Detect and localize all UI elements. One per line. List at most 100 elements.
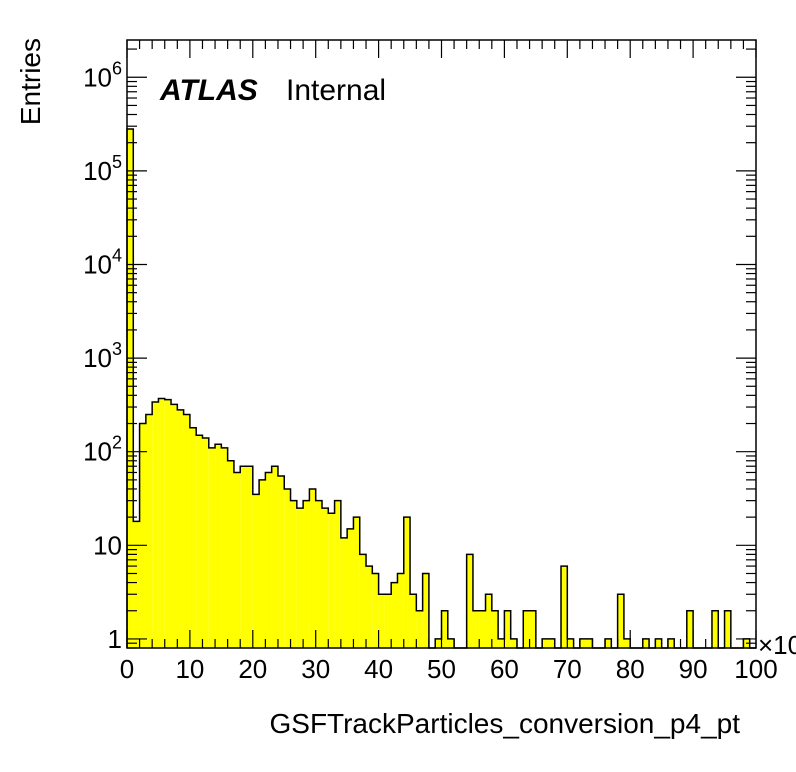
histogram-bar <box>686 610 694 648</box>
histogram-bar <box>284 488 291 648</box>
histogram-bar <box>416 610 423 648</box>
y-tick-label: 104 <box>83 245 122 279</box>
x-tick-label: 100 <box>734 654 777 684</box>
histogram-bar <box>567 638 574 648</box>
histogram-bar <box>133 521 140 648</box>
histogram-bar <box>605 638 612 648</box>
histogram-bar <box>221 447 228 648</box>
x-axis-multiplier: ×10 <box>758 630 796 660</box>
histogram-bar <box>403 517 411 648</box>
histogram-bar <box>667 638 675 648</box>
histogram-bar <box>372 573 379 648</box>
x-tick-label: 90 <box>679 654 708 684</box>
histogram-bar <box>366 566 373 648</box>
histogram-bar <box>296 508 304 648</box>
histogram-bar <box>422 573 429 648</box>
histogram-bar <box>152 401 159 648</box>
y-tick-label: 106 <box>83 58 122 92</box>
histogram-bar <box>485 594 492 648</box>
histogram-bar <box>347 528 354 648</box>
y-tick-label: 1 <box>108 624 122 654</box>
histogram-bar <box>290 500 297 648</box>
histogram-bar <box>202 438 209 648</box>
histogram-bar <box>529 610 536 648</box>
histogram-bar <box>655 638 662 648</box>
histogram-bar <box>441 610 448 648</box>
histogram-bar <box>139 423 146 648</box>
x-axis-title: GSFTrackParticles_conversion_p4_pt <box>269 708 740 739</box>
histogram-bar <box>334 500 341 648</box>
histogram-bar <box>504 610 511 648</box>
histogram-bar <box>196 435 203 648</box>
histogram-bar <box>252 494 260 648</box>
histogram-bar <box>265 472 272 648</box>
histogram-bar <box>623 638 631 648</box>
axis-ticks <box>126 40 757 649</box>
y-tick-labels: 1 10 102 103 104 105 106 <box>83 58 122 654</box>
histogram-bar <box>171 404 178 648</box>
histogram-bar <box>510 638 517 648</box>
histogram-bar <box>215 444 222 648</box>
y-tick-label: 102 <box>83 433 122 467</box>
histogram-bar <box>145 414 153 648</box>
histogram-bar <box>391 582 398 648</box>
y-tick-label: 105 <box>83 152 122 186</box>
x-tick-label: 70 <box>553 654 582 684</box>
histogram-bar <box>466 554 473 648</box>
histogram-bar <box>158 398 165 648</box>
histogram-bar <box>523 610 530 648</box>
histogram-bar <box>277 476 285 648</box>
x-tick-label: 60 <box>490 654 519 684</box>
y-axis-title: Entries <box>15 38 46 125</box>
histogram-bar <box>246 466 253 648</box>
histogram-bar <box>233 472 241 648</box>
x-tick-labels: 0 10 20 30 40 50 60 70 80 90 100 <box>120 654 778 684</box>
histogram-bar <box>359 554 367 648</box>
histogram-bars <box>126 128 756 649</box>
histogram-bar <box>724 610 731 648</box>
histogram-bar <box>177 409 184 648</box>
x-tick-label: 10 <box>175 654 204 684</box>
histogram-bar <box>240 466 247 648</box>
histogram-bar <box>309 488 316 648</box>
histogram-bar <box>328 513 335 648</box>
atlas-label: ATLAS <box>159 74 258 107</box>
plot-frame <box>126 39 757 649</box>
histogram-bar <box>491 610 499 648</box>
y-tick-label: 10 <box>93 530 122 560</box>
x-tick-label: 50 <box>427 654 456 684</box>
histogram-bar <box>321 508 329 648</box>
histogram-bar <box>340 537 348 648</box>
histogram-bar <box>315 500 322 648</box>
histogram-bar <box>227 460 234 648</box>
histogram-bar <box>384 594 392 648</box>
histogram-bar <box>208 447 216 648</box>
histogram-bar <box>303 500 310 648</box>
histogram-bar <box>561 566 568 648</box>
histogram-bar <box>259 479 266 648</box>
histogram-bar <box>548 638 555 648</box>
histogram-bar <box>435 638 442 648</box>
histogram-bar <box>472 610 480 648</box>
histogram-bar <box>542 638 549 648</box>
x-tick-label: 20 <box>238 654 267 684</box>
internal-label: Internal <box>286 74 386 107</box>
histogram-bar <box>183 414 190 648</box>
x-tick-label: 80 <box>616 654 645 684</box>
x-tick-label: 0 <box>120 654 134 684</box>
histogram-bar <box>617 594 624 648</box>
histogram-bar <box>410 594 417 648</box>
histogram-bar <box>353 517 360 648</box>
histogram-bar <box>579 638 587 648</box>
histogram-bar <box>447 638 455 648</box>
histogram-bar <box>397 573 404 648</box>
histogram-bar <box>479 610 486 648</box>
x-tick-label: 40 <box>364 654 393 684</box>
histogram-bar <box>642 638 650 648</box>
histogram-bar <box>711 610 719 648</box>
histogram-bar <box>498 638 505 648</box>
y-tick-label: 103 <box>83 339 122 373</box>
histogram-bar <box>127 129 134 649</box>
histogram-bar <box>189 427 197 648</box>
